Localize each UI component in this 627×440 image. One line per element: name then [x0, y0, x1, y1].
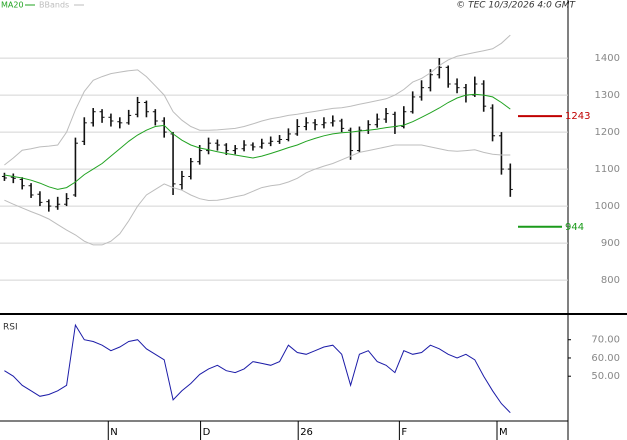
y-tick-label: 60.00	[591, 353, 620, 364]
y-tick-label: 900	[601, 238, 620, 249]
overlay-line	[4, 144, 511, 246]
legend-label: BBands	[39, 1, 69, 10]
x-tick-label: 26	[300, 427, 313, 438]
y-tick-label: 1300	[595, 90, 620, 101]
x-tick-label: N	[110, 427, 117, 438]
y-tick-label: 70.00	[591, 335, 620, 346]
y-tick-label: 1200	[595, 127, 620, 138]
credit: © TEC 10/3/2026 4:0 GMT	[456, 1, 576, 11]
price-line-label: 1243	[565, 111, 590, 122]
y-tick-label: 800	[601, 275, 620, 286]
overlay-line	[4, 34, 511, 166]
x-tick-label: D	[203, 427, 211, 438]
rsi-line	[4, 323, 511, 414]
rsi-title: RSI	[3, 323, 18, 333]
y-tick-label: 1400	[595, 53, 620, 64]
y-tick-label: 1100	[595, 164, 620, 175]
y-tick-label: 50.00	[591, 371, 620, 382]
legend-label: MA20	[1, 1, 24, 10]
x-tick-label: F	[401, 427, 407, 438]
overlay-line	[4, 93, 511, 190]
price-line-label: 944	[565, 222, 584, 233]
y-tick-label: 1000	[595, 201, 620, 212]
x-tick-label: M	[499, 427, 508, 438]
